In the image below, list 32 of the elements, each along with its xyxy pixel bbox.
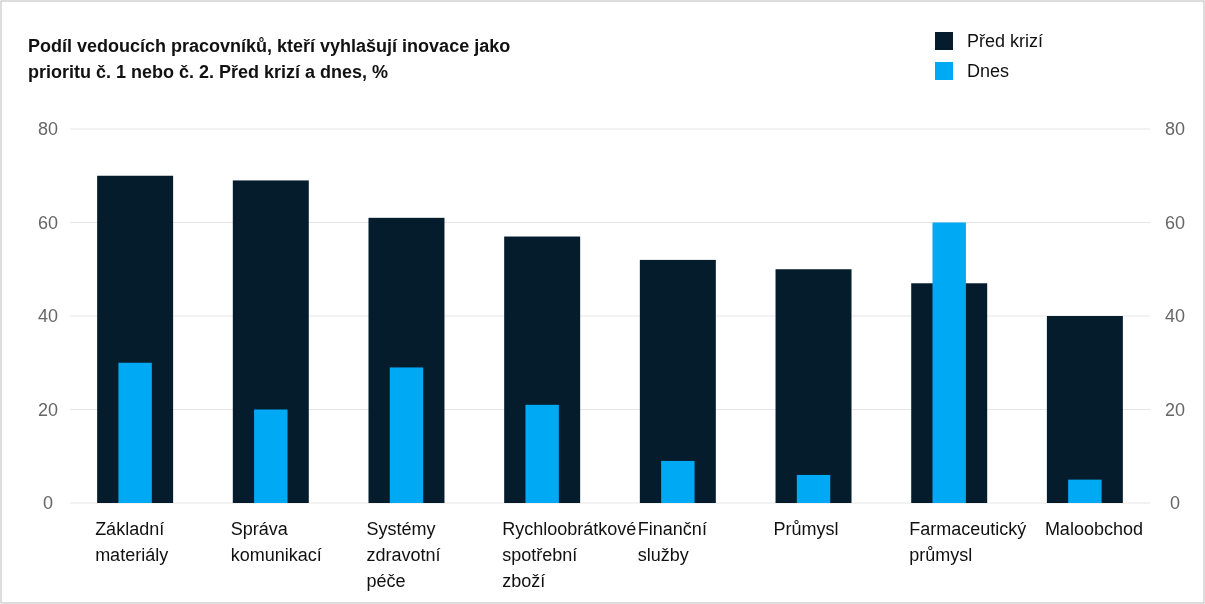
y-tick-label: 0: [42, 493, 54, 514]
bar: [118, 362, 152, 503]
bar: [661, 460, 695, 503]
y2-tick-label: 20: [1164, 399, 1186, 420]
bar: [254, 409, 288, 503]
y-tick-label: 20: [37, 399, 59, 420]
x-tick-label: Správa komunikací: [230, 519, 322, 565]
y-tick-label: 60: [37, 212, 59, 233]
bar: [639, 259, 716, 503]
bar: [1068, 479, 1102, 503]
y-tick-label: 40: [37, 306, 59, 327]
bar: [775, 269, 852, 503]
bar: [796, 474, 831, 503]
legend-label: Dnes: [967, 61, 1010, 82]
x-tick-label: Rychloobrátkové spotřební zboží: [502, 519, 637, 591]
bar: [1046, 316, 1123, 503]
y2-tick-label: 40: [1164, 306, 1186, 327]
chart-title: Podíl vedoucích pracovníků, kteří vyhlašují inovace jako prioritu č. 1 nebo č. 2. Před krizí a dnes, %: [28, 36, 511, 82]
legend-label: Před krizí: [967, 31, 1044, 52]
x-tick-label: Systémy zdravotní péče: [366, 519, 441, 591]
bar: [389, 367, 424, 503]
y-tick-label: 80: [37, 119, 59, 140]
x-tick-label: Základní materiály: [95, 519, 169, 565]
bar: [525, 404, 559, 503]
x-tick-label: Maloobchod: [1044, 519, 1143, 539]
bar: [932, 222, 966, 503]
x-tick-label: Průmysl: [773, 519, 839, 539]
x-tick-label: Farmaceutický průmysl: [909, 519, 1027, 565]
y2-tick-label: 60: [1164, 212, 1186, 233]
y2-tick-label: 80: [1164, 119, 1186, 140]
x-tick-label: Finanční služby: [637, 519, 707, 565]
y2-tick-label: 0: [1169, 493, 1181, 514]
